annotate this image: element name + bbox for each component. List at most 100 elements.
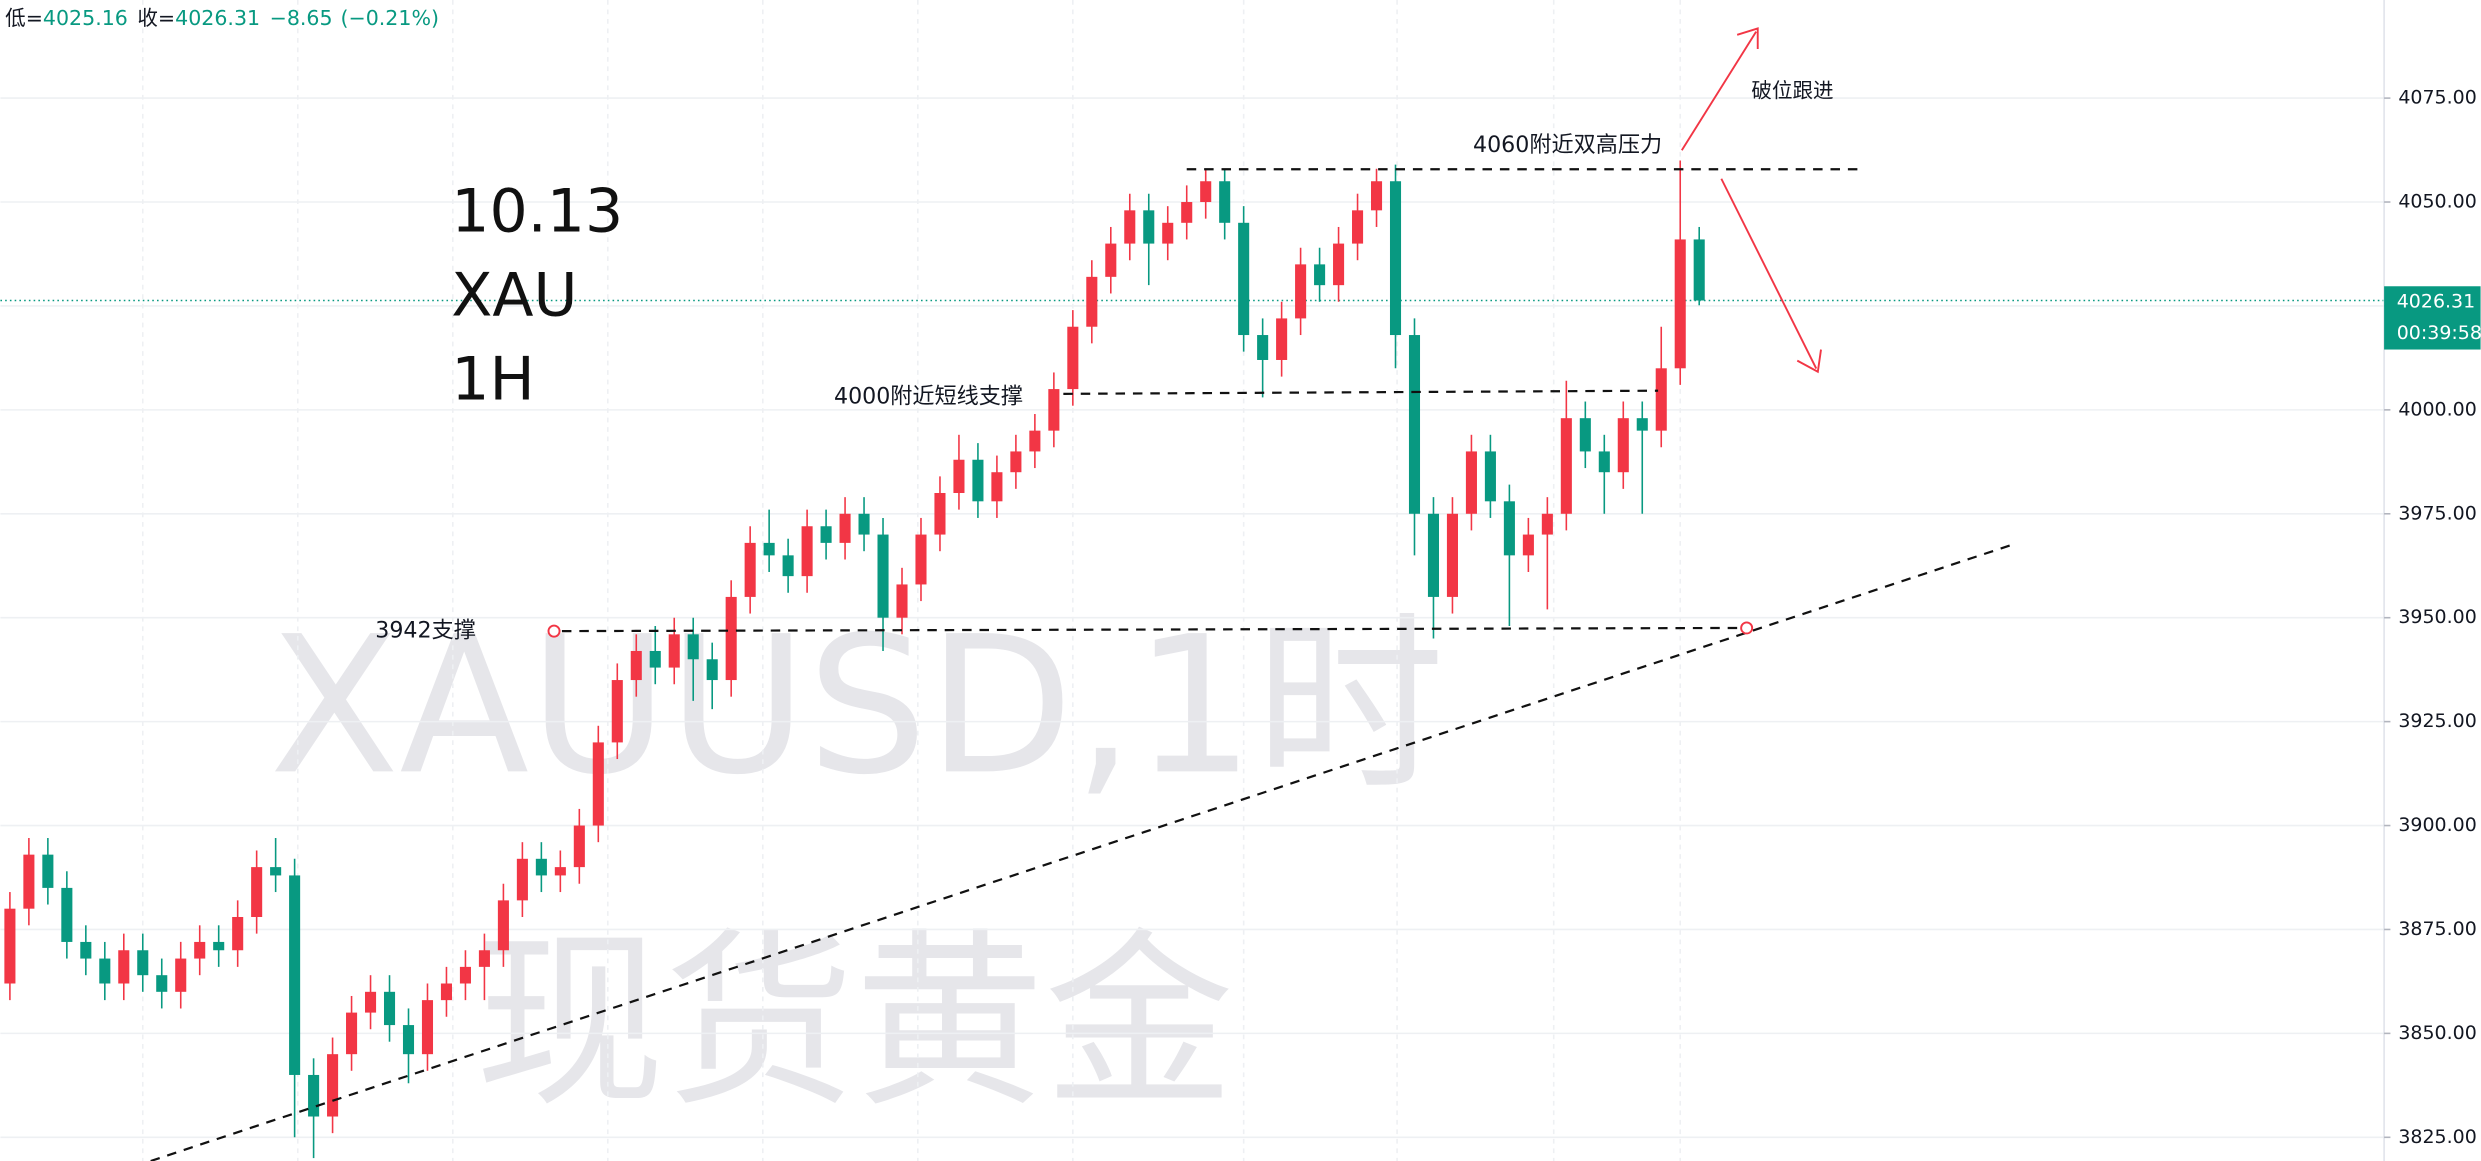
candle-body bbox=[421, 1000, 434, 1055]
candle-body bbox=[1503, 501, 1515, 556]
y-tick-label: 4000.00 bbox=[2398, 398, 2476, 420]
last-price-label: 4026.31 bbox=[2397, 291, 2475, 313]
candle-body bbox=[1636, 418, 1648, 431]
arrows bbox=[547, 27, 1822, 638]
header-label: 收= bbox=[137, 6, 175, 30]
candle-body bbox=[630, 650, 642, 681]
candle-body bbox=[782, 555, 794, 577]
candle-body bbox=[1389, 181, 1402, 336]
y-tick-label: 3900.00 bbox=[2398, 814, 2476, 836]
candle-body bbox=[213, 941, 225, 951]
header: 低=4025.16 收=4026.31 −8.65 (−0.21%) bbox=[5, 6, 439, 30]
last-price-box bbox=[2384, 286, 2481, 350]
candle-body bbox=[1314, 264, 1326, 286]
candle-body bbox=[1333, 243, 1345, 286]
candle-body bbox=[137, 950, 149, 976]
candle-body bbox=[725, 596, 737, 681]
arrow-down bbox=[1720, 178, 1822, 374]
candle-body bbox=[1427, 513, 1440, 597]
candle-body bbox=[953, 459, 965, 493]
candle-body bbox=[1370, 181, 1383, 211]
candle-body bbox=[1655, 368, 1667, 431]
candle-body bbox=[820, 526, 832, 543]
support-line bbox=[1063, 389, 1659, 395]
header-change: −8.65 bbox=[270, 6, 333, 30]
candle-body bbox=[1086, 276, 1098, 327]
candle-body bbox=[459, 966, 471, 984]
candle-body bbox=[1105, 243, 1117, 277]
candle-body bbox=[1010, 451, 1022, 473]
candle-body bbox=[763, 542, 775, 556]
header-change-pct: (−0.21%) bbox=[340, 6, 439, 30]
candle-body bbox=[4, 908, 16, 984]
candle-body bbox=[1408, 335, 1421, 514]
y-tick-label: 3975.00 bbox=[2398, 502, 2476, 524]
candle-body bbox=[1029, 430, 1041, 452]
candle-body bbox=[440, 983, 453, 1001]
candle-body bbox=[573, 825, 585, 868]
candle-body bbox=[554, 867, 566, 876]
candle-body bbox=[1276, 318, 1288, 360]
candle-body bbox=[668, 634, 680, 668]
candle-body bbox=[611, 680, 623, 743]
candle-body bbox=[478, 950, 490, 967]
y-tick-label: 3925.00 bbox=[2398, 710, 2476, 732]
y-tick-label: 3850.00 bbox=[2398, 1022, 2476, 1044]
candle-body bbox=[289, 875, 301, 1075]
candle-body bbox=[497, 900, 509, 951]
title-line: 10.13 bbox=[451, 177, 623, 247]
candle-body bbox=[1238, 222, 1250, 336]
countdown: 00:39:58 bbox=[2397, 322, 2481, 344]
candle-body bbox=[346, 1012, 358, 1055]
candle-body bbox=[1579, 418, 1591, 452]
y-tick-label: 3950.00 bbox=[2398, 606, 2476, 628]
candle-body bbox=[1484, 451, 1496, 502]
header-label: 低= bbox=[5, 6, 43, 30]
candle-body bbox=[232, 916, 244, 951]
watermark-text: XAUUSD,1时 bbox=[269, 595, 1444, 816]
candle-body bbox=[801, 526, 813, 577]
candle-body bbox=[402, 1025, 415, 1055]
candle-body bbox=[1143, 210, 1155, 244]
candle-body bbox=[592, 742, 604, 826]
candle-body bbox=[327, 1054, 339, 1117]
candle-body bbox=[1617, 418, 1629, 473]
y-tick-label: 3825.00 bbox=[2398, 1126, 2476, 1148]
candle-body bbox=[1522, 534, 1534, 556]
header-value: 4026.31 bbox=[175, 6, 260, 30]
candle-body bbox=[706, 659, 718, 681]
candle-body bbox=[61, 887, 73, 942]
candle-body bbox=[1067, 326, 1079, 390]
y-tick-label: 4075.00 bbox=[2398, 87, 2476, 109]
trend-line bbox=[150, 543, 2015, 1161]
candle-body bbox=[1446, 513, 1458, 597]
watermark: XAUUSD,1时 现货黄金 bbox=[269, 595, 1444, 1132]
candle-body bbox=[1219, 181, 1231, 223]
y-tick-label: 3875.00 bbox=[2398, 918, 2476, 940]
candle-body bbox=[649, 650, 661, 668]
candle-body bbox=[383, 991, 396, 1026]
candle-body bbox=[934, 492, 946, 535]
candle-body bbox=[251, 867, 263, 917]
y-tick-label: 4050.00 bbox=[2398, 191, 2476, 213]
price-axis bbox=[2384, 0, 2481, 1161]
annotation: 4000附近短线支撑 bbox=[834, 384, 1023, 410]
candle-body bbox=[1124, 210, 1136, 244]
candle-body bbox=[118, 950, 130, 984]
candle-body bbox=[991, 472, 1003, 502]
watermark-text: 现货黄金 bbox=[475, 912, 1234, 1133]
candle-body bbox=[1162, 222, 1174, 244]
title-line: 1H bbox=[451, 344, 534, 414]
candle-body bbox=[1693, 239, 1705, 301]
candle-body bbox=[194, 941, 206, 959]
title-line: XAU bbox=[451, 261, 577, 331]
anchor bbox=[547, 624, 561, 638]
candle-body bbox=[896, 584, 908, 618]
annotation: 3942支撑 bbox=[375, 618, 476, 644]
candle-body bbox=[270, 867, 282, 876]
candle-body bbox=[687, 634, 699, 660]
candle-body bbox=[972, 459, 984, 502]
drawings bbox=[150, 168, 2015, 1161]
candle-body bbox=[156, 975, 168, 992]
